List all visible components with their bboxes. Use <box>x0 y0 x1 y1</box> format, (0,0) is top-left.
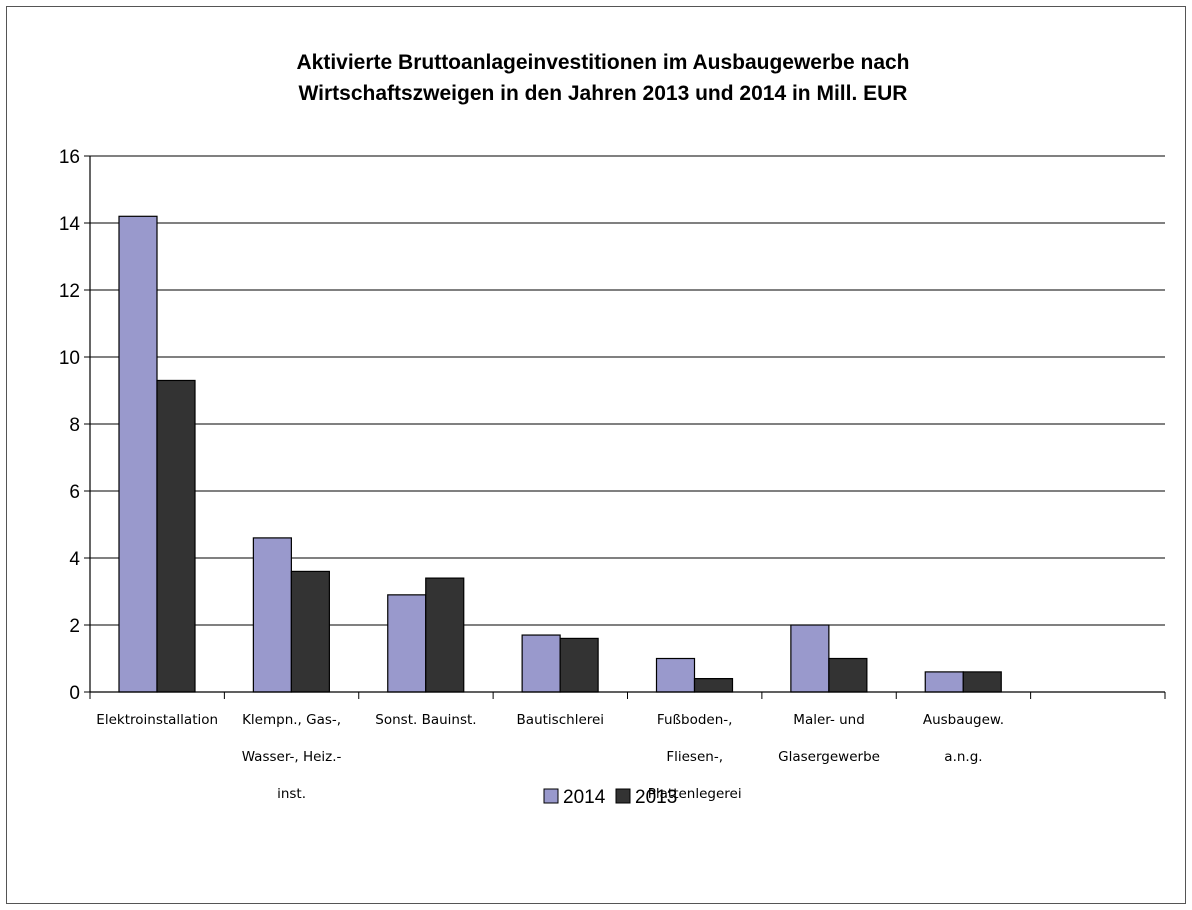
bar-2014-7 <box>924 671 964 693</box>
bar-2014-1 <box>118 215 158 693</box>
chart-title-line-1: Aktivierte Bruttoanlageinvestitionen im … <box>296 51 909 74</box>
x-tick-label-6-line-2: Glasergewerbe <box>778 749 880 765</box>
legend-swatch-2013 <box>615 788 631 804</box>
chart-title-line-2: Wirtschaftszweigen in den Jahren 2013 un… <box>299 82 908 105</box>
bars <box>118 215 1002 693</box>
x-tick-label-7-line-2: a.n.g. <box>944 749 982 765</box>
gridlines <box>90 155 1165 626</box>
axes <box>84 155 1166 699</box>
y-tick-label-14: 14 <box>59 214 81 235</box>
x-tick-label-2-line-1: Klempn., Gas-, <box>242 712 341 728</box>
y-tick-label-16: 16 <box>59 147 80 168</box>
x-tick-label-1-line-1: Elektroinstallation <box>96 712 218 728</box>
bar-2013-4 <box>559 637 599 693</box>
bar-2014-4 <box>521 634 561 693</box>
x-tick-label-2-line-2: Wasser-, Heiz.- <box>242 749 342 765</box>
bar-2013-2 <box>290 570 330 693</box>
x-tick-label-5-line-3: Plattenlegerei <box>648 786 742 802</box>
x-tick-label-5-line-2: Fliesen-, <box>666 749 723 765</box>
legend-label-2014: 2014 <box>563 787 606 808</box>
x-tick-label-5-line-1: Fußboden-, <box>657 712 733 728</box>
x-tick-label-7-line-1: Ausbaugew. <box>923 712 1004 728</box>
y-tick-label-2: 2 <box>69 616 80 637</box>
legend-label-2013: 2013 <box>635 787 677 808</box>
bar-2013-6 <box>828 657 868 693</box>
x-tick-label-6-line-1: Maler- und <box>793 712 865 728</box>
bar-2014-3 <box>387 594 427 693</box>
bar-chart: Aktivierte Bruttoanlageinvestitionen im … <box>59 51 1166 808</box>
y-tick-label-12: 12 <box>59 281 80 302</box>
y-tick-label-4: 4 <box>69 549 80 570</box>
bar-2014-5 <box>655 657 696 693</box>
bar-2013-3 <box>425 577 465 693</box>
bar-2013-5 <box>693 677 734 693</box>
bar-2013-7 <box>962 671 1002 693</box>
y-axis-tick-labels: 0 2 4 6 8 10 12 14 16 <box>59 147 81 704</box>
legend: 2014 2013 <box>543 787 677 808</box>
legend-swatch-2014 <box>543 788 559 804</box>
y-tick-label-0: 0 <box>69 683 80 704</box>
x-tick-label-2-line-3: inst. <box>277 786 306 802</box>
bar-2013-1 <box>156 379 196 693</box>
chart-title: Aktivierte Bruttoanlageinvestitionen im … <box>296 51 909 105</box>
y-tick-label-10: 10 <box>59 348 80 369</box>
x-axis-tick-labels: Elektroinstallation Klempn., Gas-, Wasser-… <box>96 712 1004 802</box>
x-tick-label-4-line-1: Bautischlerei <box>517 712 605 728</box>
y-tick-label-6: 6 <box>69 482 80 503</box>
x-tick-label-3-line-1: Sonst. Bauinst. <box>375 712 476 728</box>
bar-2014-6 <box>790 624 830 693</box>
y-tick-label-8: 8 <box>69 415 80 436</box>
bar-2014-2 <box>252 537 292 693</box>
chart-frame: Aktivierte Bruttoanlageinvestitionen im … <box>6 6 1186 904</box>
